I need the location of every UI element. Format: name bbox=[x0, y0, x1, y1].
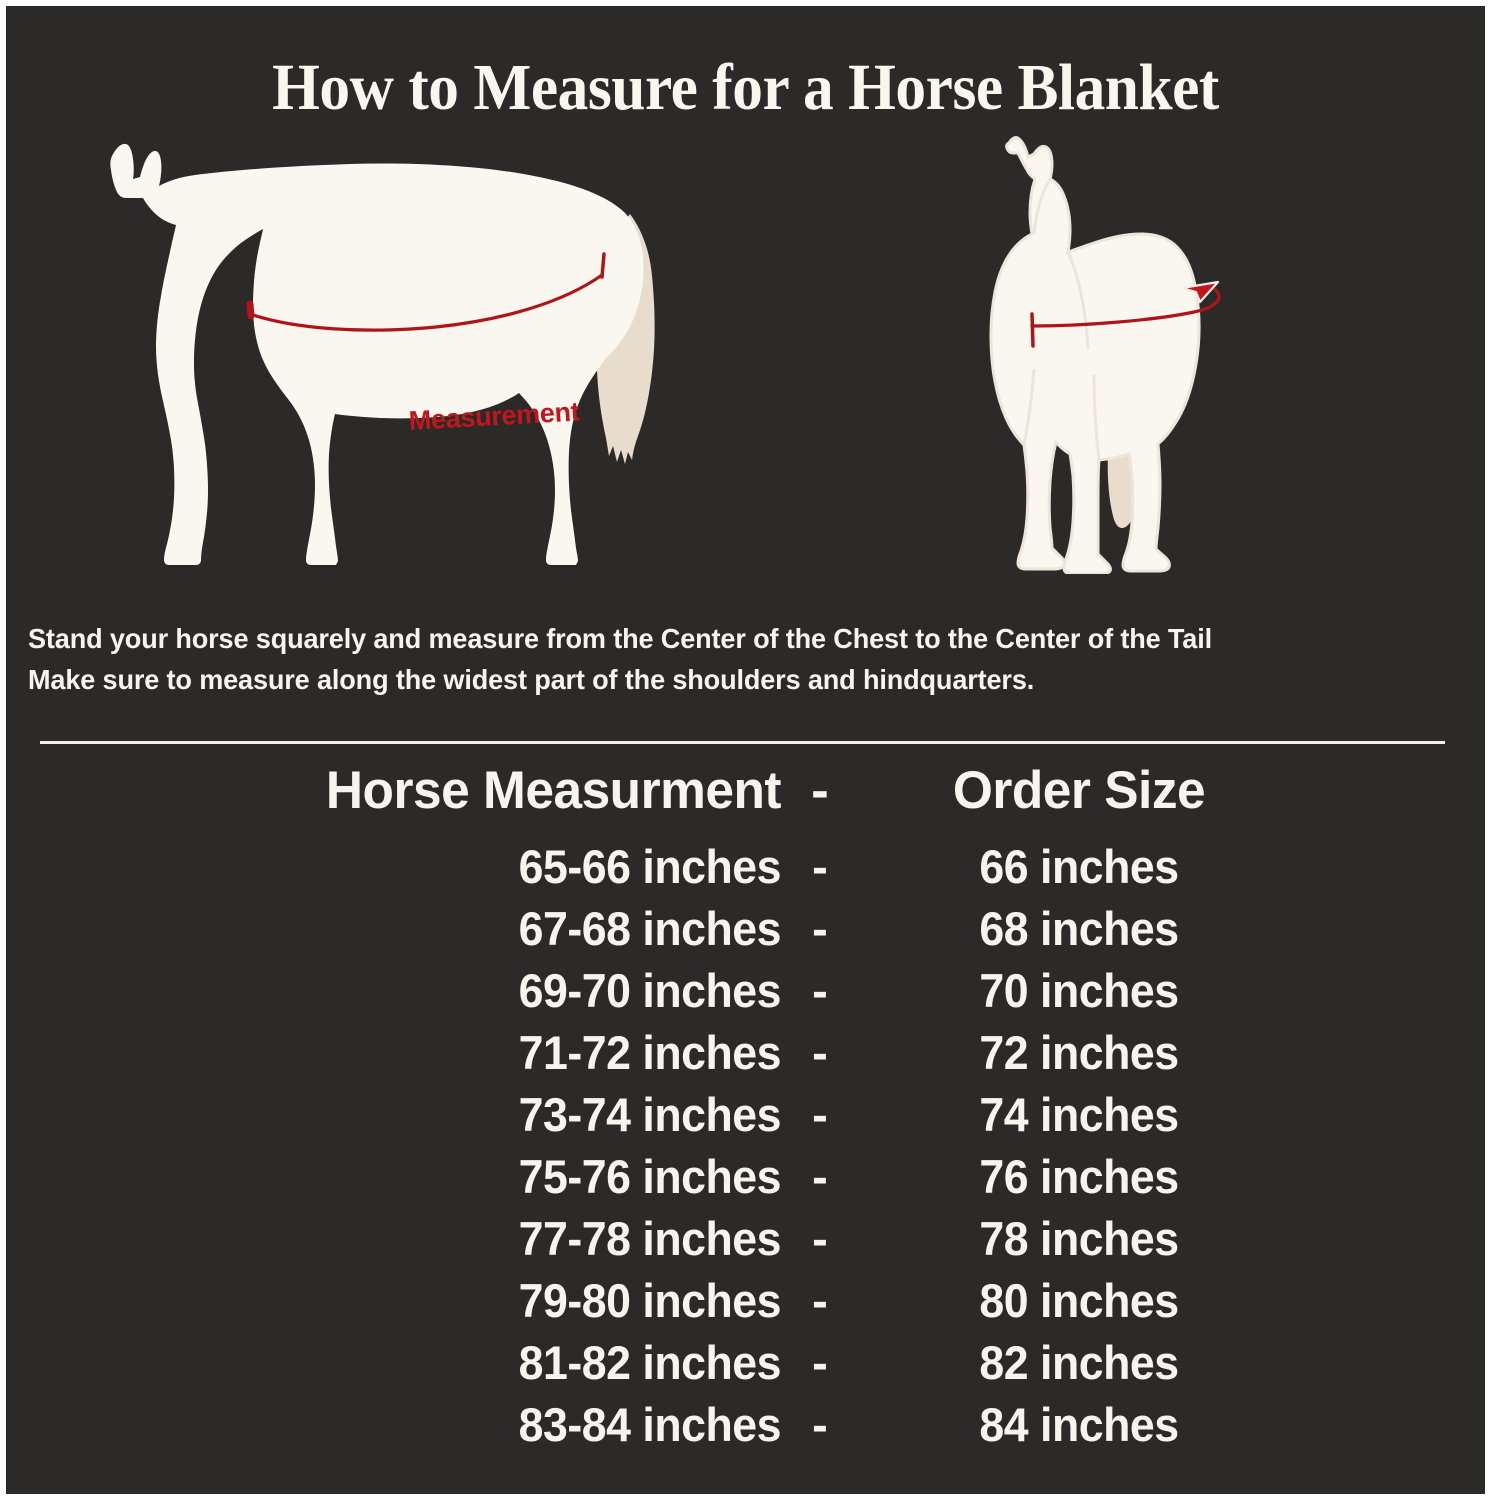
measurement-endcap-right bbox=[600, 252, 606, 279]
header-separator: - bbox=[811, 761, 829, 820]
row-separator: - bbox=[812, 902, 828, 955]
table-row: 77-78 inches - 78 inches bbox=[6, 1212, 1485, 1274]
measurement-endcap-rear bbox=[1030, 312, 1035, 348]
horse-rear-shading-lines bbox=[1022, 178, 1101, 461]
horse-rear-view-figure bbox=[946, 134, 1266, 574]
table-row: 83-84 inches - 84 inches bbox=[6, 1398, 1485, 1460]
instructions-text: Stand your horse squarely and measure fr… bbox=[28, 618, 1446, 700]
row-order-size: 70 inches bbox=[979, 964, 1179, 1017]
row-measurement: 67-68 inches bbox=[518, 902, 782, 955]
row-measurement: 69-70 inches bbox=[518, 964, 782, 1017]
row-measurement: 79-80 inches bbox=[518, 1274, 782, 1327]
table-row: 73-74 inches - 74 inches bbox=[6, 1088, 1485, 1150]
arrowhead-icon bbox=[1180, 280, 1220, 304]
row-order-size: 72 inches bbox=[979, 1026, 1179, 1079]
row-separator: - bbox=[812, 1088, 828, 1141]
row-separator: - bbox=[812, 1212, 828, 1265]
horse-rear-view-svg bbox=[989, 136, 1201, 574]
table-row: 71-72 inches - 72 inches bbox=[6, 1026, 1485, 1088]
row-measurement: 83-84 inches bbox=[518, 1398, 782, 1451]
table-row: 79-80 inches - 80 inches bbox=[6, 1274, 1485, 1336]
horse-side-view-svg bbox=[110, 143, 655, 565]
row-order-size: 78 inches bbox=[979, 1212, 1179, 1265]
page-title: How to Measure for a Horse Blanket bbox=[272, 51, 1219, 124]
row-order-size: 82 inches bbox=[979, 1336, 1179, 1389]
measurement-wrap-curve bbox=[1030, 285, 1221, 328]
table-row: 81-82 inches - 82 inches bbox=[6, 1336, 1485, 1398]
row-measurement: 81-82 inches bbox=[518, 1336, 782, 1389]
section-divider bbox=[40, 741, 1445, 744]
header-measurement: Horse Measurment bbox=[325, 761, 782, 820]
row-separator: - bbox=[812, 1274, 828, 1327]
instructions-line-1: Stand your horse squarely and measure fr… bbox=[28, 623, 1212, 654]
table-row: 75-76 inches - 76 inches bbox=[6, 1150, 1485, 1212]
row-measurement: 71-72 inches bbox=[518, 1026, 782, 1079]
row-separator: - bbox=[812, 1150, 828, 1203]
horse-rear-body-shape bbox=[989, 136, 1201, 574]
row-separator: - bbox=[812, 1336, 828, 1389]
side-view-measurement-line bbox=[246, 252, 606, 332]
horse-body-shape bbox=[110, 143, 644, 565]
table-row: 67-68 inches - 68 inches bbox=[6, 902, 1485, 964]
instructions-line-2: Make sure to measure along the widest pa… bbox=[28, 664, 1035, 695]
size-table: Horse Measurment - Order Size 65-66 inch… bbox=[6, 762, 1485, 1460]
row-measurement: 65-66 inches bbox=[518, 840, 782, 893]
row-measurement: 75-76 inches bbox=[518, 1150, 782, 1203]
row-order-size: 68 inches bbox=[979, 902, 1179, 955]
horse-side-view-figure: Measurement bbox=[64, 134, 684, 574]
row-separator: - bbox=[812, 840, 828, 893]
row-order-size: 84 inches bbox=[979, 1398, 1179, 1451]
row-separator: - bbox=[812, 1398, 828, 1451]
row-measurement: 77-78 inches bbox=[518, 1212, 782, 1265]
row-separator: - bbox=[812, 1026, 828, 1079]
measurement-endcap-left bbox=[246, 300, 255, 320]
row-order-size: 80 inches bbox=[979, 1274, 1179, 1327]
rear-view-measurement-arrow bbox=[1030, 280, 1221, 348]
table-row: 69-70 inches - 70 inches bbox=[6, 964, 1485, 1026]
row-order-size: 74 inches bbox=[979, 1088, 1179, 1141]
table-row: 65-66 inches - 66 inches bbox=[6, 840, 1485, 902]
row-order-size: 66 inches bbox=[979, 840, 1179, 893]
illustration-area: Measurement bbox=[6, 134, 1485, 604]
guide-board: How to Measure for a Horse Blanket Measu… bbox=[6, 6, 1485, 1494]
row-separator: - bbox=[812, 964, 828, 1017]
header-order-size: Order Size bbox=[952, 761, 1206, 820]
size-table-header-row: Horse Measurment - Order Size bbox=[6, 762, 1485, 840]
row-order-size: 76 inches bbox=[979, 1150, 1179, 1203]
row-measurement: 73-74 inches bbox=[518, 1088, 782, 1141]
measurement-curve-side bbox=[248, 273, 604, 332]
